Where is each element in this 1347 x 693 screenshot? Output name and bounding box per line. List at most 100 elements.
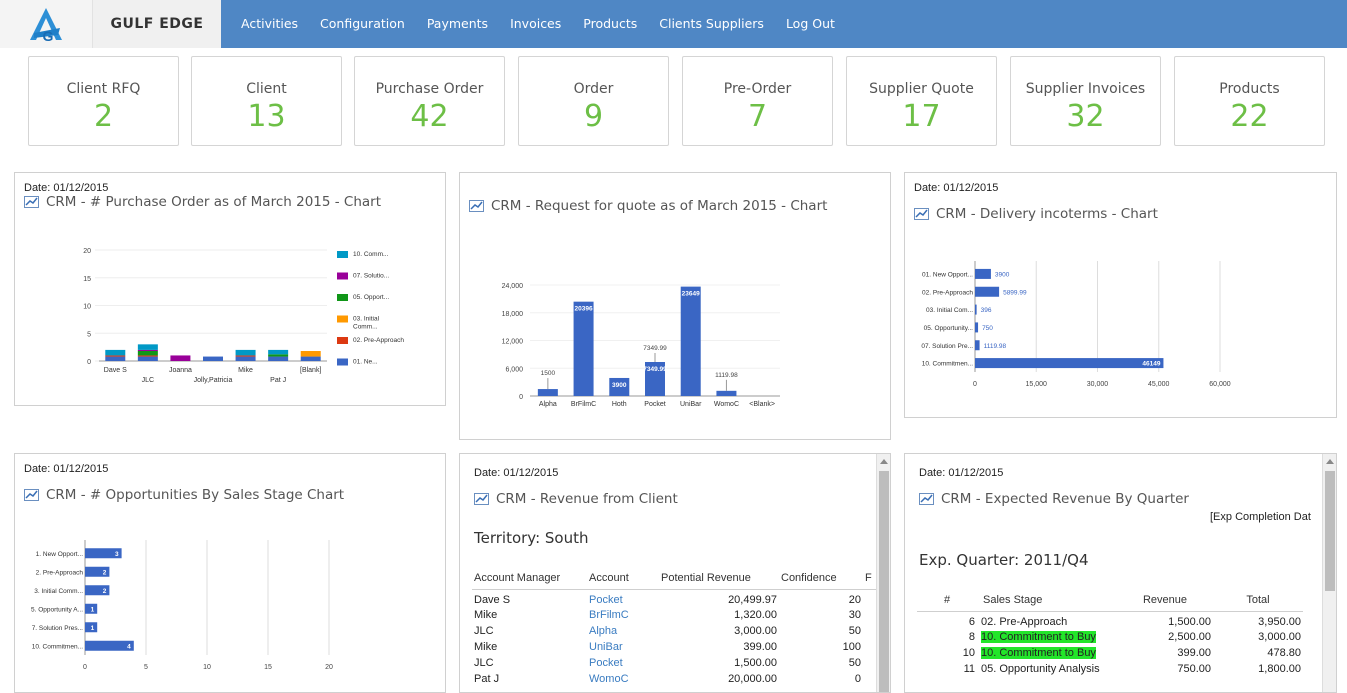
legend-label: 05. Opport... [353,294,389,301]
kpi-client[interactable]: Client 13 [191,56,342,146]
bar [645,362,665,396]
revenue-scrollbar[interactable] [876,454,890,692]
data-label: 5899.99 [1003,289,1027,296]
data-label: 3900 [612,382,627,389]
cell-account-link[interactable]: Pocket [589,593,623,606]
y-tick-label: 5. Opportunity A... [31,606,83,613]
panel-title[interactable]: CRM - Revenue from Client [474,491,678,507]
cell-manager: Pat J [474,673,500,685]
legend-swatch [337,315,348,323]
bar-segment [268,356,289,361]
cell-account-link[interactable]: Pocket [589,657,623,669]
panel-title-text: CRM - Expected Revenue By Quarter [941,491,1189,507]
legend-swatch [337,251,348,258]
table-row: Dave S Pocket 20,499.97 20 [472,589,876,607]
col-potential-revenue[interactable]: Potential Revenue [659,567,779,590]
legend-label: 07. Solutio... [353,273,389,280]
cell-account-link[interactable]: BrFilmC [589,609,629,621]
expected-revenue-table: # Sales Stage Revenue Total 6 02. Pre-App… [917,589,1303,677]
exp-completion-label: [Exp Completion Dat [1210,511,1311,523]
menu-log-out[interactable]: Log Out [785,16,835,31]
x-tick-label: 20 [325,664,333,671]
table-row: 10 10. Commitment to Buy 399.00 478.80 [917,645,1303,661]
bar-segment [137,356,158,361]
x-tick-label: Joanna [169,367,192,374]
table-row: 11 05. Opportunity Analysis 750.00 1,800.00 [917,661,1303,677]
scrollbar-thumb[interactable] [879,471,889,692]
panel-title[interactable]: CRM - Request for quote as of March 2015… [469,198,827,214]
cell-account-link[interactable]: WomoC [589,673,629,685]
cell-revenue: 1,500.00 [734,657,777,669]
col-confidence[interactable]: Confidence [779,567,863,590]
kpi-purchase-order[interactable]: Purchase Order 42 [354,56,505,146]
panel-title[interactable]: CRM - # Purchase Order as of March 2015 … [24,194,381,210]
col-revenue[interactable]: Revenue [1117,589,1213,612]
bar-segment [235,355,256,357]
panel-title[interactable]: CRM - # Opportunities By Sales Stage Cha… [24,487,344,503]
kpi-pre-order[interactable]: Pre-Order 7 [682,56,833,146]
panel-revenue-from-client: Date: 01/12/2015 CRM - Revenue from Clie… [459,453,891,693]
scrollbar-thumb[interactable] [1325,471,1335,591]
panel-date: Date: 01/12/2015 [24,463,109,475]
col-sales-stage[interactable]: Sales Stage [977,589,1117,612]
panel-title[interactable]: CRM - Delivery incoterms - Chart [914,206,1158,222]
table-row: Pat J WomoC 20,000.00 0 [472,671,876,687]
bar-segment [105,349,126,356]
x-tick-label: Mike [238,367,253,374]
y-tick-label: 24,000 [502,283,524,290]
y-tick-label: 10 [83,304,91,311]
bar-segment [203,356,223,361]
panel-title[interactable]: CRM - Expected Revenue By Quarter [919,491,1189,507]
data-label: 1 [91,625,95,632]
scroll-up-icon[interactable] [880,459,888,464]
cell-account-link[interactable]: UniBar [589,641,623,653]
menu-invoices[interactable]: Invoices [510,16,562,31]
panel-rfq-chart: CRM - Request for quote as of March 2015… [459,172,891,440]
bar-segment [105,355,126,357]
data-label: 20396 [575,306,593,313]
bar [975,340,980,351]
x-tick-label: 15 [264,664,272,671]
col-account-manager[interactable]: Account Manager [472,567,587,590]
bar-segment [235,356,256,361]
cell-confidence: 50 [848,657,861,669]
cell-number: 8 [968,631,975,643]
scroll-up-icon[interactable] [1326,459,1334,464]
legend-swatch [337,294,348,301]
menu-activities[interactable]: Activities [241,16,299,31]
brand-name[interactable]: GULF EDGE [92,0,221,48]
panel-date: Date: 01/12/2015 [24,182,109,194]
bar-segment [170,355,191,361]
y-tick-label: 10. Commitmen... [922,361,973,368]
col-total[interactable]: Total [1213,589,1303,612]
bar [975,286,1000,297]
cell-number: 11 [963,663,975,675]
bar [975,304,977,315]
logo[interactable]: G [0,0,92,48]
menu-configuration[interactable]: Configuration [320,16,405,31]
kpi-supplier-invoices[interactable]: Supplier Invoices 32 [1010,56,1161,146]
cell-number: 10 [962,647,975,659]
col-f[interactable]: F [863,567,876,590]
col-number[interactable]: # [917,589,977,612]
chart-icon [24,489,39,501]
legend-swatch [337,337,348,344]
cell-manager: JLC [474,625,494,637]
data-label: 3 [115,551,119,558]
bar [975,322,979,333]
chart-icon [474,493,489,505]
menu-clients-suppliers[interactable]: Clients Suppliers [659,16,764,31]
cell-revenue: 750.00 [1177,663,1211,675]
col-account[interactable]: Account [587,567,659,590]
kpi-label: Pre-Order [723,81,792,97]
kpi-products[interactable]: Products 22 [1174,56,1325,146]
menu-products[interactable]: Products [583,16,638,31]
kpi-client-rfq[interactable]: Client RFQ 2 [28,56,179,146]
kpi-supplier-quote[interactable]: Supplier Quote 17 [846,56,997,146]
rfq-chart: 0 6,000 12,000 18,000 24,000 1500 Alpha 20396 Br… [502,283,780,408]
expected-revenue-scrollbar[interactable] [1322,454,1336,692]
bar-segment [235,349,256,356]
cell-account-link[interactable]: Alpha [589,625,618,637]
kpi-order[interactable]: Order 9 [518,56,669,146]
menu-payments[interactable]: Payments [426,16,489,31]
